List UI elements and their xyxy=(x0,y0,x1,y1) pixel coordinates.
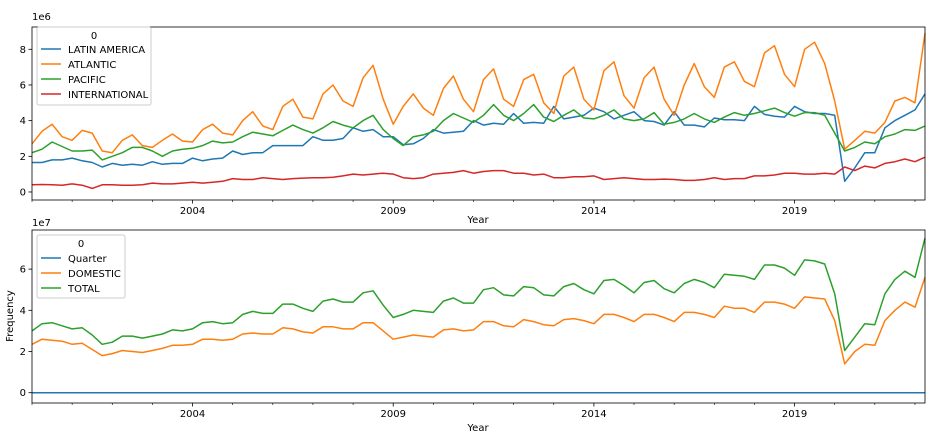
legend-label-atlantic: ATLANTIC xyxy=(68,60,116,71)
y-tick-label-bottom: 0 xyxy=(20,388,26,399)
x-tick-label-top: 2009 xyxy=(380,206,405,217)
y-tick-label-bottom: 2 xyxy=(20,347,26,358)
y-tick-label-bottom: 6 xyxy=(20,265,26,276)
series-line-domestic xyxy=(31,277,926,365)
legend-box-bottom xyxy=(36,234,126,299)
x-tick-label-top: 2019 xyxy=(782,206,807,217)
axis-ticks-top: 2004 2009 2014 2019 0 2 4 6 8 xyxy=(20,45,916,217)
series-line-latin-america xyxy=(32,93,926,183)
y-tick-label-top: 6 xyxy=(20,80,26,91)
legend-label-international: INTERNATIONAL xyxy=(68,90,149,101)
legend-label-domestic: DOMESTIC xyxy=(68,269,121,280)
plot-frame-top xyxy=(31,26,926,201)
legend-label-pacific: PACIFIC xyxy=(68,75,106,86)
y-axis-label-bottom: Frequency xyxy=(5,290,16,342)
legend-title-bottom: 0 xyxy=(78,239,84,250)
y-tick-label-top: 2 xyxy=(20,152,26,163)
series-line-total xyxy=(31,238,926,352)
legend-title-top: 0 xyxy=(91,31,97,42)
plot-frame-bottom xyxy=(31,229,926,404)
offset-label-bottom: 1e7 xyxy=(32,218,51,229)
y-tick-label-bottom: 4 xyxy=(20,306,26,317)
legend-bottom: 0 Quarter DOMESTIC TOTAL xyxy=(36,234,126,299)
series-bottom xyxy=(31,238,926,394)
legend-label-latin-america: LATIN AMERICA xyxy=(68,45,145,56)
x-axis-label-bottom: Year xyxy=(466,423,489,434)
y-tick-label-top: 0 xyxy=(20,187,26,198)
chart-top: 1e6 2004 2009 2014 2019 0 2 4 6 8 Year 0 LATIN A… xyxy=(20,12,926,226)
x-tick-label-bottom: 2004 xyxy=(180,409,205,420)
legend-label-quarter: Quarter xyxy=(68,254,108,265)
legend-top: 0 LATIN AMERICA ATLANTIC PACIFIC INTERNA… xyxy=(36,26,152,106)
series-line-pacific xyxy=(31,103,926,161)
y-tick-label-top: 4 xyxy=(20,116,26,127)
x-tick-label-bottom: 2009 xyxy=(380,409,405,420)
axis-ticks-bottom: 2004 2009 2014 2019 0 2 4 6 xyxy=(20,265,916,420)
x-axis-label-top: Year xyxy=(466,215,489,226)
legend-box-top xyxy=(36,26,152,106)
legend-label-total: TOTAL xyxy=(67,284,100,295)
series-line-atlantic xyxy=(31,33,926,154)
x-tick-label-bottom: 2019 xyxy=(782,409,807,420)
x-tick-label-top: 2014 xyxy=(581,206,606,217)
offset-label-top: 1e6 xyxy=(32,12,51,23)
series-top xyxy=(31,33,926,190)
y-tick-label-top: 8 xyxy=(20,45,26,56)
x-tick-label-bottom: 2014 xyxy=(581,409,606,420)
series-line-international xyxy=(31,156,926,190)
x-tick-label-top: 2004 xyxy=(180,206,205,217)
